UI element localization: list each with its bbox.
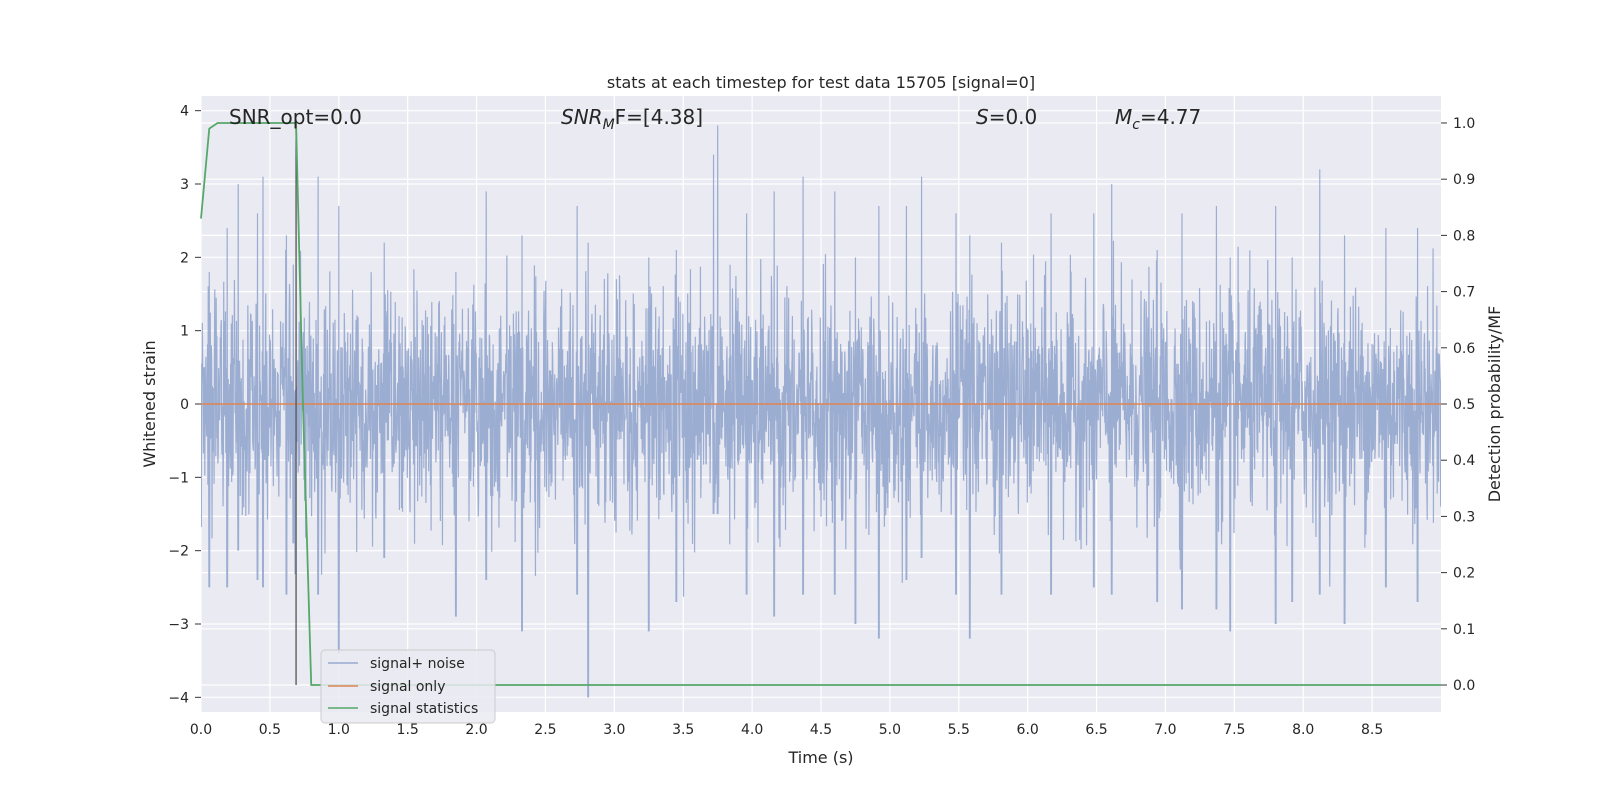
legend-label-signal-only: signal only: [370, 679, 445, 695]
series-signal-noise: [201, 125, 1441, 698]
legend-box: [320, 649, 496, 724]
annotation-snr-mf-sub: M: [603, 117, 615, 133]
x-tick-label: 7.5: [1223, 722, 1245, 738]
y2-tick-label: 0.3: [1453, 509, 1475, 525]
x-tick-label: 6.0: [1017, 722, 1039, 738]
annotation-snr-mf: SNRMF=[4.38]: [561, 105, 703, 133]
x-tick-label: 4.5: [810, 722, 832, 738]
annotation-mc-sub: c: [1132, 117, 1140, 133]
x-tick-label: 5.5: [948, 722, 970, 738]
legend-label-signal-noise: signal+ noise: [370, 656, 465, 672]
x-tick-label: 7.0: [1154, 722, 1176, 738]
y2-tick-label: 0.0: [1453, 678, 1475, 694]
chart-title: stats at each timestep for test data 157…: [607, 73, 1035, 92]
annotation-snr-opt: SNR_opt=0.0: [229, 105, 362, 129]
y2-tick-label: 0.5: [1453, 397, 1475, 413]
x-tick-label: 1.5: [397, 722, 419, 738]
y2-tick-label: 0.1: [1453, 622, 1475, 638]
signal-noise-line: [201, 125, 1441, 698]
y-tick-label: 1: [180, 324, 189, 340]
y-axis-label: Whitened strain: [140, 340, 159, 467]
y2-tick-label: 1.0: [1453, 116, 1475, 132]
y-tick-label: 3: [180, 177, 189, 193]
y-tick-label: 4: [180, 104, 189, 120]
axis-ticks: 0.0 0.5 1.0 1.5 2.0 2.5 3.0 3.5 4.0 4.5 5.0 5.5 6.0 6…: [168, 104, 1475, 738]
y-tick-label: 0: [180, 397, 189, 413]
y2-tick-label: 0.7: [1453, 285, 1475, 301]
x-tick-label: 0.5: [259, 722, 281, 738]
y2-tick-label: 0.2: [1453, 566, 1475, 582]
x-tick-label: 3.5: [672, 722, 694, 738]
annotation-mc: Mc=4.77: [1115, 105, 1201, 133]
y2-axis-label: Detection probability/MF: [1485, 306, 1504, 503]
y-tick-label: −3: [168, 617, 189, 633]
y-tick-label: −4: [168, 690, 189, 706]
x-tick-label: 3.0: [603, 722, 625, 738]
x-tick-label: 5.0: [879, 722, 901, 738]
x-tick-label: 2.0: [465, 722, 487, 738]
annotation-s: S=0.0: [976, 105, 1037, 129]
legend-label-signal-statistics: signal statistics: [370, 701, 478, 717]
legend: signal+ noise signal only signal statist…: [320, 649, 496, 724]
y-tick-label: −1: [168, 470, 189, 486]
x-tick-label: 2.5: [534, 722, 556, 738]
y-tick-label: −2: [168, 544, 189, 560]
x-tick-label: 4.0: [741, 722, 763, 738]
y2-tick-label: 0.4: [1453, 453, 1475, 469]
data-layer: [200, 122, 1441, 698]
y2-tick-label: 0.9: [1453, 172, 1475, 188]
x-tick-label: 8.5: [1361, 722, 1383, 738]
x-tick-label: 1.0: [328, 722, 350, 738]
x-tick-label: 8.0: [1292, 722, 1314, 738]
y-tick-label: 2: [180, 250, 189, 266]
annotation-mc-main: M: [1115, 105, 1132, 129]
signal-statistics-line: [200, 122, 1441, 686]
annotation-s-rest: =0.0: [989, 105, 1038, 129]
annotation-snr-mf-rest: F=[4.38]: [615, 105, 703, 129]
y2-tick-label: 0.8: [1453, 228, 1475, 244]
annotation-snr-mf-main: SNR: [561, 105, 603, 129]
x-tick-label: 0.0: [190, 722, 212, 738]
annotation-mc-rest: =4.77: [1140, 105, 1201, 129]
y2-tick-label: 0.6: [1453, 341, 1475, 357]
annotation-s-main: S: [976, 105, 989, 129]
x-axis-label: Time (s): [787, 748, 853, 767]
x-tick-label: 6.5: [1085, 722, 1107, 738]
